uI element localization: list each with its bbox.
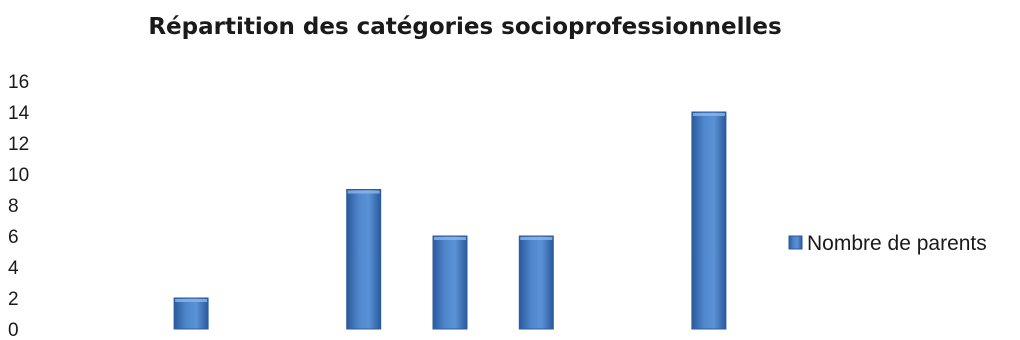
bar — [346, 189, 382, 330]
bar — [691, 111, 727, 330]
bar-top-highlight — [434, 237, 466, 240]
bar — [518, 235, 554, 330]
bar-top-highlight — [692, 113, 725, 116]
y-tick-label: 12 — [8, 134, 29, 155]
y-tick-label: 10 — [8, 165, 29, 186]
chart-title: Répartition des catégories socioprofessi… — [148, 14, 782, 40]
y-tick-label: 4 — [8, 258, 19, 279]
y-tick-label: 6 — [8, 227, 19, 248]
bar-top-highlight — [347, 190, 380, 194]
bars — [173, 111, 727, 330]
y-tick-label: 8 — [8, 196, 19, 217]
legend-swatch — [788, 235, 803, 250]
y-tick-label: 14 — [8, 103, 30, 124]
bar — [432, 235, 468, 330]
y-tick-label: 2 — [8, 289, 19, 310]
bar-top-highlight — [175, 299, 208, 302]
bar — [173, 297, 209, 330]
y-axis: 0 2 4 6 8 10 12 14 16 — [8, 72, 30, 340]
y-tick-label: 16 — [8, 72, 29, 93]
legend-label-nombre-de-parents: Nombre de parents — [807, 232, 987, 255]
bar-top-highlight — [520, 237, 553, 240]
y-tick-label: 0 — [8, 320, 19, 340]
legend: Nombre de parents — [788, 232, 987, 255]
